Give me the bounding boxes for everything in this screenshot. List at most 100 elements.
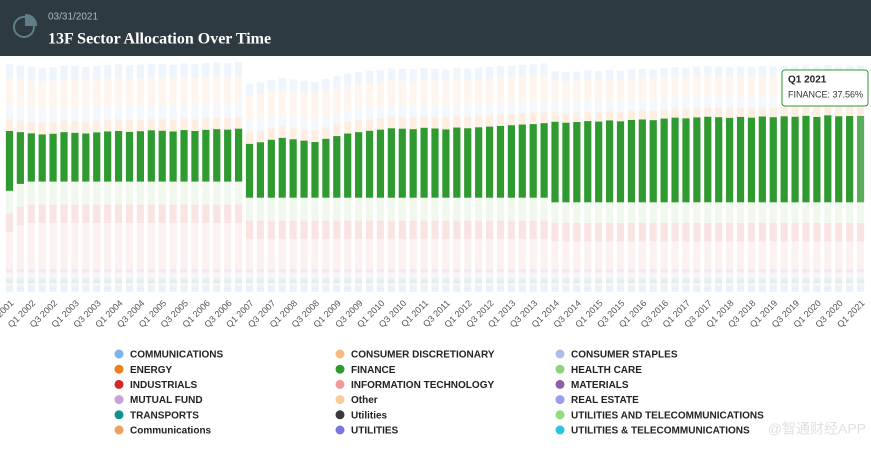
bar-segment[interactable] (49, 269, 57, 273)
bar-segment[interactable] (49, 285, 57, 287)
bar-segment[interactable] (704, 272, 712, 275)
bar-segment[interactable] (5, 190, 14, 214)
bar-segment[interactable] (267, 281, 275, 283)
bar-segment[interactable] (475, 239, 483, 269)
bar-segment[interactable] (245, 278, 254, 282)
bar-segment[interactable] (311, 274, 319, 277)
bar-segment[interactable] (365, 286, 374, 290)
bar-segment[interactable] (420, 104, 428, 117)
bar-segment[interactable] (169, 106, 177, 120)
bar-segment[interactable] (726, 272, 734, 275)
bar-segment[interactable] (507, 278, 515, 282)
bar-segment[interactable] (464, 220, 472, 240)
bar-segment[interactable] (540, 286, 548, 290)
bar-segment[interactable] (496, 269, 505, 273)
bar-segment[interactable] (824, 115, 832, 203)
bar-segment[interactable] (49, 67, 57, 81)
bar-segment[interactable] (682, 278, 690, 282)
bar-segment[interactable] (551, 276, 559, 279)
bar-segment[interactable] (824, 285, 832, 287)
bar-segment[interactable] (769, 278, 777, 282)
bar-segment[interactable] (267, 197, 275, 221)
bar-segment[interactable] (496, 125, 505, 198)
bar-segment[interactable] (147, 274, 155, 277)
bar-segment[interactable] (191, 278, 199, 282)
bar-segment[interactable] (420, 239, 428, 269)
bar-segment[interactable] (627, 119, 636, 203)
bar-segment[interactable] (736, 66, 745, 76)
bar-segment[interactable] (475, 289, 483, 292)
bar-segment[interactable] (5, 213, 14, 233)
bar-segment[interactable] (289, 116, 297, 128)
bar-segment[interactable] (376, 81, 385, 107)
bar-segment[interactable] (638, 274, 646, 277)
bar-segment[interactable] (529, 124, 537, 198)
legend-marker[interactable] (114, 364, 124, 374)
bar-segment[interactable] (518, 113, 526, 125)
bar-segment[interactable] (747, 274, 756, 277)
bar-segment[interactable] (355, 239, 363, 269)
bar-segment[interactable] (442, 274, 450, 277)
bar-segment[interactable] (224, 274, 232, 277)
bar-segment[interactable] (485, 103, 494, 116)
bar-segment[interactable] (780, 116, 788, 203)
bar-segment[interactable] (802, 269, 810, 273)
bar-segment[interactable] (278, 278, 286, 282)
bar-segment[interactable] (82, 181, 90, 205)
bar-segment[interactable] (496, 220, 505, 240)
bar-segment[interactable] (224, 181, 232, 205)
bar-segment[interactable] (289, 269, 297, 273)
bar-segment[interactable] (442, 106, 450, 118)
bar-segment[interactable] (835, 274, 843, 277)
bar-segment[interactable] (398, 68, 406, 81)
bar-segment[interactable] (213, 276, 221, 279)
bar-segment[interactable] (311, 239, 319, 269)
bar-segment[interactable] (311, 282, 319, 286)
bar-segment[interactable] (584, 111, 592, 122)
bar-segment[interactable] (704, 276, 712, 279)
bar-segment[interactable] (256, 286, 265, 290)
bar-segment[interactable] (256, 130, 265, 143)
bar-segment[interactable] (856, 241, 865, 269)
bar-segment[interactable] (333, 220, 341, 240)
bar-segment[interactable] (344, 239, 352, 269)
bar-segment[interactable] (671, 276, 679, 279)
bar-segment[interactable] (704, 96, 712, 108)
bar-segment[interactable] (638, 119, 646, 203)
bar-segment[interactable] (747, 108, 756, 118)
bar-segment[interactable] (136, 285, 144, 287)
bar-segment[interactable] (71, 204, 79, 223)
bar-segment[interactable] (638, 282, 646, 286)
bar-segment[interactable] (376, 286, 385, 290)
bar-segment[interactable] (104, 282, 112, 286)
bar-segment[interactable] (431, 269, 439, 273)
bar-segment[interactable] (82, 66, 90, 81)
bar-segment[interactable] (49, 204, 57, 223)
bar-segment[interactable] (660, 223, 668, 242)
bar-segment[interactable] (846, 223, 854, 242)
bar-segment[interactable] (125, 269, 134, 273)
bar-segment[interactable] (638, 289, 646, 292)
bar-segment[interactable] (289, 139, 297, 198)
bar-segment[interactable] (398, 282, 406, 286)
bar-segment[interactable] (38, 276, 46, 279)
bar-segment[interactable] (769, 286, 777, 290)
bar-segment[interactable] (584, 241, 592, 269)
bar-segment[interactable] (475, 79, 483, 105)
bar-segment[interactable] (191, 181, 199, 205)
bar-segment[interactable] (267, 285, 275, 287)
bar-segment[interactable] (387, 281, 395, 283)
bar-segment[interactable] (431, 68, 439, 81)
bar-segment[interactable] (616, 285, 625, 287)
bar-segment[interactable] (791, 286, 799, 290)
bar-segment[interactable] (311, 285, 319, 287)
bar-segment[interactable] (856, 276, 865, 279)
bar-segment[interactable] (693, 278, 701, 282)
bar-segment[interactable] (496, 272, 505, 275)
bar-segment[interactable] (813, 202, 821, 223)
bar-segment[interactable] (649, 286, 657, 290)
bar-segment[interactable] (289, 282, 297, 286)
bar-segment[interactable] (191, 105, 199, 120)
bar-segment[interactable] (573, 281, 581, 283)
bar-segment[interactable] (616, 278, 625, 282)
